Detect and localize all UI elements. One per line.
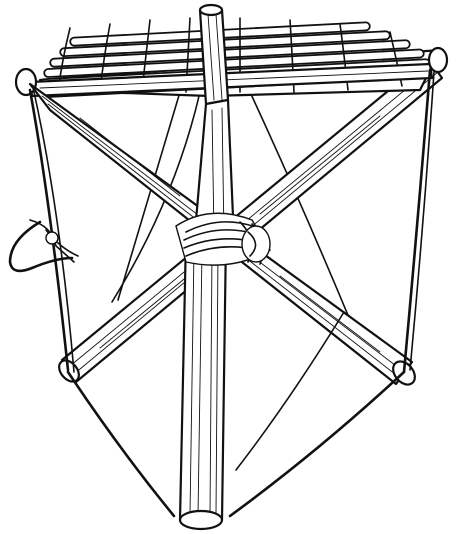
rope-left-lower xyxy=(66,370,176,518)
rope-back-right xyxy=(249,91,351,321)
seat-right-end xyxy=(427,46,449,74)
rope-right-upper xyxy=(402,68,432,374)
leg-front-foot xyxy=(178,509,224,531)
center-lashing xyxy=(175,212,271,266)
seat-left-end xyxy=(14,67,38,97)
leg-front xyxy=(178,98,236,531)
leg-center xyxy=(198,3,230,106)
leg-front-shaft xyxy=(178,234,228,522)
rope-loop-left xyxy=(8,220,74,273)
leg-center-top xyxy=(198,8,230,106)
toggle-loop xyxy=(8,219,79,273)
rope-right-lower xyxy=(228,370,406,518)
rope-left-upper xyxy=(28,88,70,372)
front-ropes xyxy=(28,68,435,518)
rope-back-left xyxy=(117,91,181,301)
seat xyxy=(14,17,449,98)
